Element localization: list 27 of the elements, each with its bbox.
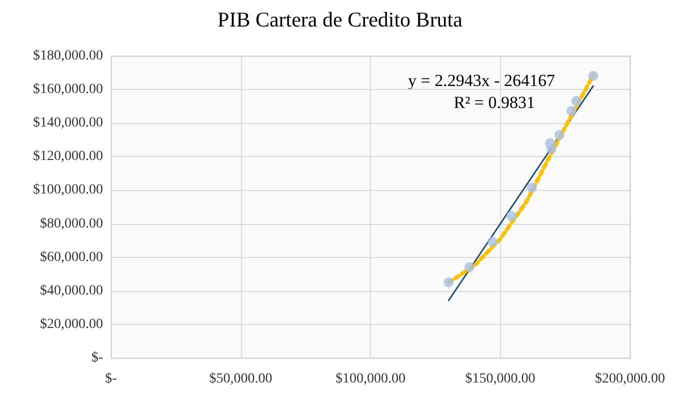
x-tick-label: $150,000.00 [465, 372, 536, 386]
point [566, 106, 576, 116]
y-tick-label: $40,000.00 [40, 283, 103, 298]
point [444, 277, 454, 288]
x-tick-label: $200,000.00 [595, 372, 665, 386]
point [571, 96, 582, 106]
y-tick-label: $80,000.00 [40, 216, 103, 232]
x-tick-label: $- [105, 372, 118, 386]
x-tick-label: $50,000.00 [209, 372, 272, 386]
y-tick-label: $120,000.00 [33, 149, 103, 164]
y-tick-label: $60,000.00 [40, 250, 103, 265]
chart-title: PIB Cartera de Credito Bruta [218, 8, 464, 32]
y-tick-label: $100,000.00 [33, 182, 103, 198]
x-tick-label: $100,000.00 [336, 372, 406, 386]
y-tick-label: $140,000.00 [33, 116, 103, 131]
y-tick-label: $- [91, 350, 104, 366]
point [506, 211, 516, 222]
point [546, 144, 556, 154]
point [554, 130, 564, 140]
point [526, 182, 537, 193]
y-tick-label: $20,000.00 [40, 316, 103, 332]
point [588, 70, 598, 81]
point [464, 262, 474, 272]
y-tick-label: $160,000.00 [33, 82, 103, 98]
point [487, 236, 498, 247]
y-tick-label: $180,000.00 [33, 48, 103, 64]
annotation: R² = 0.9831 [454, 93, 536, 112]
